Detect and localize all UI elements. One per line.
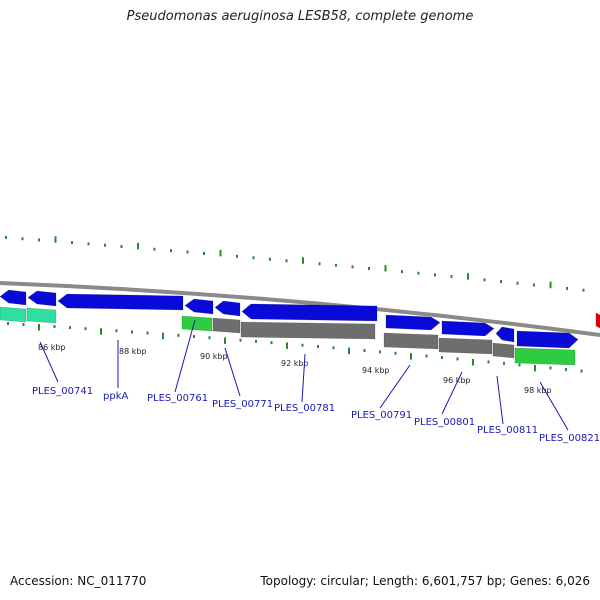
- gene-arrow: [495, 326, 515, 343]
- feature-block: [383, 332, 439, 350]
- outer-track-ticks: [5, 235, 585, 292]
- gene-leader-lines: [39, 319, 569, 431]
- map-title: Pseudomonas aeruginosa LESB58, complete …: [126, 9, 474, 24]
- scale-label: 86 kbp: [38, 343, 66, 352]
- genome-summary-text: Topology: circular; Length: 6,601,757 bp…: [260, 574, 590, 588]
- leader-line: [174, 319, 196, 393]
- leader-line: [441, 371, 463, 415]
- feature-block: [240, 321, 376, 340]
- accession-text: Accession: NC_011770: [10, 574, 147, 588]
- gene-arrow: [241, 303, 378, 322]
- leader-line: [301, 353, 306, 403]
- leader-line: [496, 375, 504, 425]
- scale-label: 90 kbp: [200, 352, 228, 361]
- gene-label: ppkA: [103, 391, 128, 402]
- feature-track: [0, 289, 600, 366]
- gene-arrow: [516, 330, 579, 349]
- gene-label: PLES_00791: [351, 410, 412, 421]
- feature-block: [514, 347, 576, 366]
- leader-line: [39, 341, 59, 383]
- gene-arrow: [385, 314, 441, 331]
- scale-label: 94 kbp: [362, 366, 390, 375]
- feature-block: [595, 312, 600, 329]
- gene-label: PLES_00781: [274, 403, 335, 414]
- feature-block: [212, 317, 241, 334]
- scale-label: 98 kbp: [524, 386, 552, 395]
- gene-arrow: [214, 300, 241, 317]
- gene-arrow: [57, 293, 184, 311]
- leader-line: [539, 381, 569, 431]
- scale-ticks: [7, 322, 583, 373]
- gene-label: PLES_00801: [414, 417, 475, 428]
- leader-line: [379, 364, 411, 409]
- feature-block: [438, 337, 493, 355]
- gene-label: PLES_00761: [147, 393, 208, 404]
- feature-block: [492, 342, 515, 359]
- gene-arrow: [184, 298, 214, 315]
- gene-label: PLES_00821: [539, 433, 600, 444]
- feature-block: [0, 306, 27, 323]
- gene-label: PLES_00811: [477, 425, 538, 436]
- gene-label: PLES_00771: [212, 399, 273, 410]
- scale-labels: 86 kbp 88 kbp 90 kbp 92 kbp 94 kbp 96 kbp 98 k…: [38, 343, 552, 395]
- scale-label: 88 kbp: [119, 347, 147, 356]
- gene-arrow: [0, 289, 27, 306]
- leader-line: [224, 347, 241, 397]
- feature-block: [26, 307, 57, 324]
- scale-label: 92 kbp: [281, 359, 309, 368]
- gene-arrow: [27, 290, 57, 307]
- scale-label: 96 kbp: [443, 376, 471, 385]
- genome-backbone: [0, 281, 600, 337]
- gene-arrow: [441, 320, 495, 337]
- feature-block: [181, 315, 213, 332]
- gene-label: PLES_00741: [32, 386, 93, 397]
